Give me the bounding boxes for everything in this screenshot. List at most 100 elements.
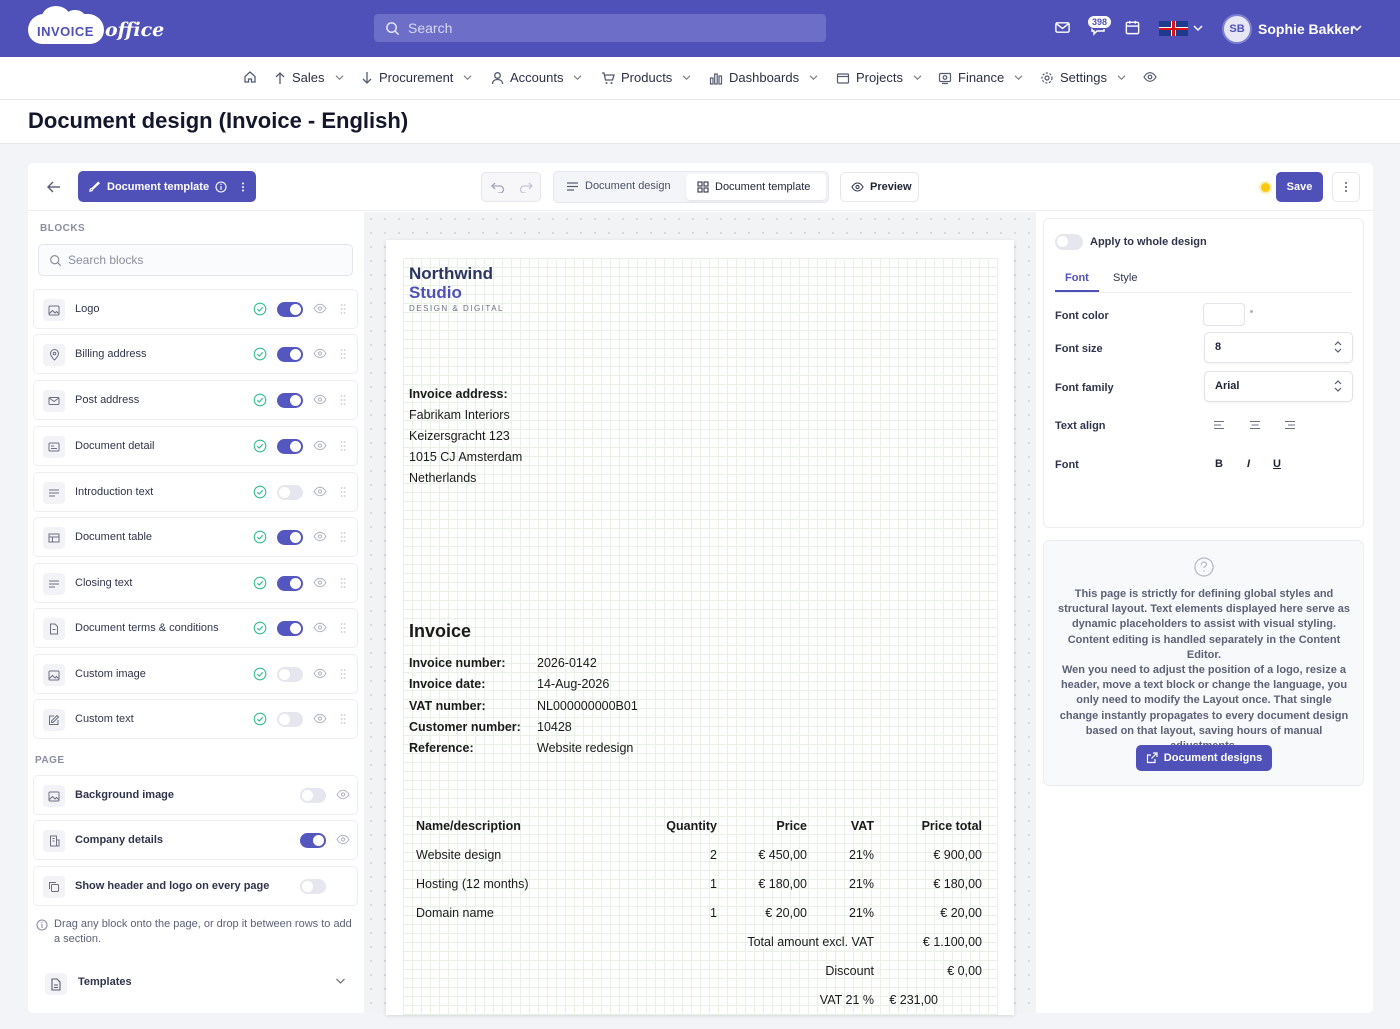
drag-handle-icon[interactable] [340,713,346,725]
block-visibility-toggle[interactable] [277,712,303,727]
underline-button[interactable]: U [1273,458,1281,470]
block-visibility-toggle[interactable] [277,439,303,454]
nav-dashboards[interactable]: Dashboards [709,70,818,85]
save-button[interactable]: Save [1276,172,1323,202]
drag-handle-icon[interactable] [340,348,346,360]
search-blocks-input[interactable] [68,245,338,275]
preview-button[interactable]: Preview [840,172,919,202]
block-item[interactable]: Custom image [33,654,358,694]
block-item[interactable]: Document terms & conditions [33,608,358,648]
more-options-button[interactable] [1332,172,1360,202]
eye-icon[interactable] [313,394,327,405]
mail-icon[interactable] [1054,19,1071,36]
chevron-down-icon[interactable] [1193,24,1203,32]
nav-settings[interactable]: Settings [1040,70,1126,85]
drag-handle-icon[interactable] [340,577,346,589]
global-search[interactable] [374,14,826,42]
nav-accounts[interactable]: Accounts [491,70,582,85]
block-visibility-toggle[interactable] [277,485,303,500]
page-option-item[interactable]: Show header and logo on every page [33,866,358,906]
block-item[interactable]: Document table [33,517,358,557]
align-right-icon[interactable] [1284,420,1296,430]
block-visibility-toggle[interactable] [277,621,303,636]
home-icon[interactable] [243,70,257,84]
eye-icon[interactable] [1143,70,1157,84]
block-item[interactable]: Post address [33,380,358,420]
eye-icon[interactable] [313,622,327,633]
eye-icon[interactable] [313,440,327,451]
font-color-picker[interactable] [1203,303,1245,326]
font-family-select[interactable]: Arial [1204,371,1353,402]
tab-document-design[interactable]: Document design [566,180,671,192]
nav-products[interactable]: Products [601,70,691,85]
eye-icon[interactable] [313,668,327,679]
invoice-title[interactable]: Invoice [409,621,472,641]
page-option-toggle[interactable] [300,833,326,848]
document-template-button[interactable]: Document template [78,171,256,202]
undo-icon[interactable] [491,181,505,193]
font-size-select[interactable]: 8 [1204,332,1353,363]
document-detail-labels[interactable]: Invoice number: Invoice date: VAT number… [409,653,521,759]
block-visibility-toggle[interactable] [277,393,303,408]
apply-whole-design-toggle[interactable] [1055,234,1083,250]
user-name[interactable]: Sophie Bakker [1258,21,1356,37]
block-item[interactable]: Closing text [33,563,358,603]
templates-accordion[interactable]: Templates [33,962,358,1004]
tab-style[interactable]: Style [1113,272,1138,284]
search-input[interactable] [408,14,808,42]
nav-projects[interactable]: Projects [836,70,922,85]
back-arrow-icon[interactable] [46,180,62,194]
eye-icon[interactable] [313,577,327,588]
eye-icon[interactable] [336,834,350,845]
redo-icon[interactable] [519,181,533,193]
drag-handle-icon[interactable] [340,531,346,543]
page-option-item[interactable]: Company details [33,820,358,860]
avatar[interactable]: SB [1222,14,1252,44]
drag-handle-icon[interactable] [340,303,346,315]
block-item[interactable]: Document detail [33,426,358,466]
align-left-icon[interactable] [1213,420,1225,430]
chevron-down-icon[interactable] [335,977,346,985]
page-option-toggle[interactable] [300,879,326,894]
italic-button[interactable]: I [1247,458,1251,470]
company-logo-text[interactable]: Northwind Studio [409,264,493,302]
drag-handle-icon[interactable] [340,440,346,452]
tab-document-template[interactable]: Document template [686,174,826,200]
nav-finance[interactable]: Finance [938,70,1023,85]
page-option-item[interactable]: Background image [33,775,358,815]
block-item[interactable]: Introduction text [33,472,358,512]
nav-sales[interactable]: Sales [274,70,344,85]
search-blocks[interactable] [38,244,353,276]
block-item[interactable]: Logo [33,289,358,329]
eye-icon[interactable] [313,713,327,724]
bold-button[interactable]: B [1215,458,1223,470]
uk-flag-icon[interactable] [1159,21,1188,36]
calendar-icon[interactable] [1124,19,1141,36]
block-item[interactable]: Custom text [33,699,358,739]
document-designs-button[interactable]: Document designs [1136,745,1272,771]
block-visibility-toggle[interactable] [277,347,303,362]
block-visibility-toggle[interactable] [277,667,303,682]
app-logo[interactable]: INVOICE office [28,6,164,46]
blocks-section-label: BLOCKS [40,223,86,234]
eye-icon[interactable] [336,789,350,800]
document-detail-values[interactable]: 2026-0142 14-Aug-2026 NL000000000B01 104… [537,653,638,759]
tab-font[interactable]: Font [1065,272,1089,284]
page-option-toggle[interactable] [300,788,326,803]
eye-icon[interactable] [313,303,327,314]
drag-handle-icon[interactable] [340,486,346,498]
eye-icon[interactable] [313,486,327,497]
invoice-address-block[interactable]: Invoice address: Fabrikam Interiors Keiz… [409,384,522,489]
block-visibility-toggle[interactable] [277,302,303,317]
align-center-icon[interactable] [1249,420,1261,430]
nav-procurement[interactable]: Procurement [361,70,472,85]
eye-icon[interactable] [313,348,327,359]
chevron-down-icon[interactable] [1352,24,1362,32]
block-item[interactable]: Billing address [33,334,358,374]
block-visibility-toggle[interactable] [277,530,303,545]
drag-handle-icon[interactable] [340,668,346,680]
drag-handle-icon[interactable] [340,622,346,634]
drag-handle-icon[interactable] [340,394,346,406]
block-visibility-toggle[interactable] [277,576,303,591]
eye-icon[interactable] [313,531,327,542]
